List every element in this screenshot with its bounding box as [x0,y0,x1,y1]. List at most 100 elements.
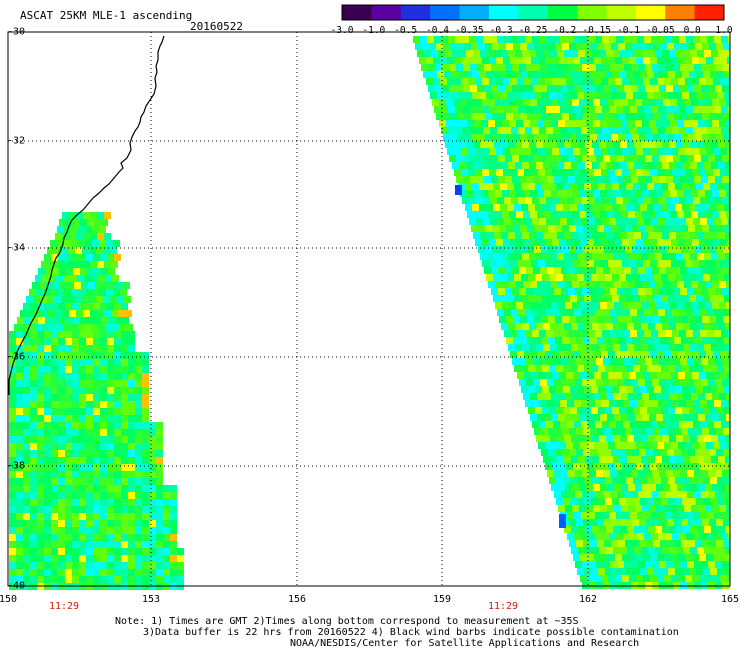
data-cell [58,541,65,548]
data-cell [495,120,502,127]
data-cell [472,71,479,78]
data-cell [650,239,657,246]
data-cell [506,113,513,120]
data-cell [532,197,539,204]
data-cell [721,512,728,519]
data-cell [631,379,638,386]
data-cell [668,407,675,414]
data-cell [725,435,730,442]
data-cell [473,50,480,57]
data-cell [550,141,557,148]
data-cell [636,575,643,582]
data-cell [705,393,712,400]
data-cell [584,568,591,575]
data-cell [613,344,620,351]
data-cell [594,57,601,64]
data-cell [121,471,128,478]
data-cell [467,120,474,127]
data-cell [671,372,678,379]
data-cell [550,323,557,330]
data-cell [595,533,602,540]
data-cell [79,443,86,450]
data-cell [550,435,557,442]
data-cell [163,576,170,583]
latitude-label: -32 [7,135,26,147]
data-cell [671,554,678,561]
data-cell [603,470,610,477]
data-cell [608,351,615,358]
data-cell [518,330,525,337]
data-cell [58,394,65,401]
data-cell [135,485,142,492]
data-cell [114,541,121,548]
data-cell [107,254,114,261]
data-cell [660,43,667,50]
data-cell [609,309,616,316]
data-cell [679,400,686,407]
data-cell [514,295,521,302]
data-cell [627,526,634,533]
data-cell [694,176,701,183]
data-cell [590,246,597,253]
data-cell [639,113,646,120]
data-cell [694,491,701,498]
colorbar-segment [694,5,725,20]
data-cell [551,190,558,197]
data-cell [637,533,644,540]
data-cell [725,456,730,463]
data-cell [644,106,651,113]
data-cell [86,555,93,562]
data-cell [16,408,23,415]
data-cell [653,337,660,344]
data-cell [9,415,16,422]
data-cell [571,547,578,554]
data-cell [593,281,600,288]
data-cell [724,568,730,575]
data-cell [550,232,557,239]
data-cell [545,351,552,358]
data-cell [532,218,539,225]
data-cell [607,302,614,309]
data-cell [678,351,685,358]
data-cell [683,162,690,169]
data-cell [537,99,544,106]
data-cell [534,428,541,435]
data-cell [465,92,472,99]
data-cell [30,471,37,478]
data-cell [557,456,564,463]
data-cell [104,310,111,317]
data-cell [30,408,37,415]
data-cell [715,491,722,498]
data-cell [449,85,456,92]
data-cell [444,71,451,78]
data-cell [547,470,554,477]
data-cell [656,281,663,288]
data-cell [627,232,634,239]
data-cell [613,162,620,169]
data-cell [121,394,128,401]
data-cell [156,464,163,471]
data-cell [679,127,686,134]
data-cell [577,568,584,575]
data-cell [648,141,655,148]
data-cell [489,169,496,176]
data-cell [128,380,135,387]
data-cell [546,309,553,316]
data-cell [9,471,16,478]
data-cell [463,155,470,162]
data-cell [86,394,93,401]
data-cell [651,106,658,113]
data-cell [647,386,654,393]
data-cell [639,337,646,344]
data-cell [635,505,642,512]
data-cell [632,316,639,323]
data-cell [530,190,537,197]
data-cell [609,512,616,519]
data-cell [619,477,626,484]
data-cell [615,169,622,176]
data-cell [541,246,548,253]
data-cell [680,176,687,183]
data-cell [114,408,121,415]
data-cell [505,267,512,274]
data-cell [557,435,564,442]
